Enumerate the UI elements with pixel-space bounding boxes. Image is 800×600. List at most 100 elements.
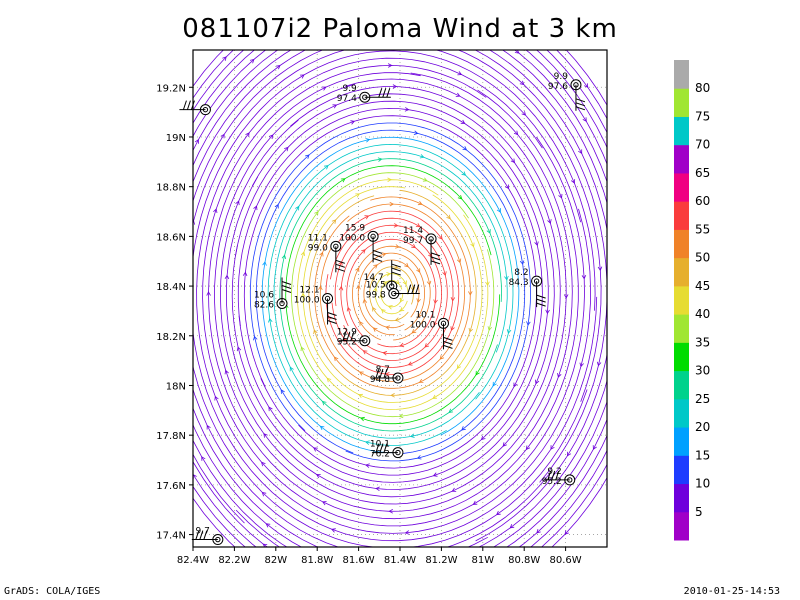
station-speed-label: 14.7 [364, 273, 384, 283]
station-speed-label: 10.1 [370, 440, 390, 450]
streamline-arrow [640, 324, 644, 328]
streamline-arrow [402, 280, 407, 286]
streamline-arrow [389, 201, 395, 207]
streamline-arrow [321, 86, 327, 91]
x-tick-label: 82W [264, 555, 287, 566]
colorbar-label: 60 [695, 194, 710, 208]
station-marker: 8.284.3 [509, 268, 546, 308]
streamline-arrow [275, 64, 281, 70]
streamline-arrow [350, 120, 356, 125]
streamline-arrow [356, 284, 361, 290]
streamline-arrow [614, 242, 618, 246]
y-tick-label: 18.2N [156, 332, 186, 343]
colorbar-label: 55 [695, 222, 710, 236]
wind-barb-flag [443, 344, 453, 349]
streamline-arrow [496, 208, 501, 213]
streamline [302, 186, 483, 403]
streamline-arrow [358, 393, 363, 399]
station-pressure-label: 76.2 [370, 450, 390, 460]
streamline-arrow [563, 294, 569, 299]
streamline-arrow [206, 291, 211, 296]
streamline-arrow [416, 298, 421, 304]
y-tick-label: 19.2N [156, 83, 186, 94]
streamline-arrow [584, 83, 589, 88]
streamline-arrow [361, 249, 366, 254]
streamline-arrow [331, 528, 336, 533]
streamline-arrow [319, 251, 324, 257]
streamline-arrow [519, 260, 525, 266]
station-marker: 10.682.6 [254, 277, 292, 310]
streamline [193, 50, 598, 542]
wind-barb-flag [536, 302, 546, 307]
wind-barb-flag [430, 256, 441, 261]
streamline-arrow [399, 307, 405, 312]
wind-barb-flag [411, 284, 416, 294]
streamline [380, 280, 404, 308]
streamline-arrow [299, 74, 305, 79]
streamline [231, 93, 555, 490]
streamline-arrow [507, 18, 511, 22]
streamline-arrow [456, 364, 462, 370]
wind-barb-flag [372, 249, 383, 254]
streamline-arrow [487, 326, 493, 332]
streamline-arrow [455, 92, 461, 97]
streamline-arrow [371, 43, 375, 47]
streamline-arrow [446, 214, 451, 220]
streamline-arrow [418, 378, 424, 383]
streamline-arrow [347, 576, 351, 580]
colorbar-label: 75 [695, 109, 710, 123]
streamline-arrow [382, 281, 388, 286]
colorbar-swatch [674, 398, 689, 428]
streamline [193, 50, 607, 547]
station-speed-label: 9.9 [554, 72, 569, 82]
streamline-arrow [447, 44, 451, 48]
footer-credit: GrADS: COLA/IGES [4, 586, 101, 597]
plot-title: 081107i2 Paloma Wind at 3 km [182, 14, 618, 44]
station-pressure-label: 84.3 [509, 278, 529, 288]
streamline-arrow [545, 309, 550, 315]
streamline-arrow [564, 530, 569, 535]
streamline [319, 203, 465, 382]
station-speed-label: 10.1 [415, 310, 435, 320]
colorbar-label: 35 [695, 335, 710, 349]
streamline [369, 266, 414, 322]
wind-barb-flag [372, 253, 383, 258]
streamline-arrow [399, 342, 405, 348]
streamline-arrow [472, 500, 478, 505]
station-pressure-label: 97.6 [548, 82, 568, 92]
streamline [340, 231, 443, 355]
colorbar-swatch [674, 314, 689, 343]
streamline-arrow [160, 364, 164, 368]
colorbar-label: 15 [695, 448, 710, 462]
x-tick-label: 81.4W [384, 555, 416, 566]
x-tick-label: 81.6W [343, 555, 375, 566]
colorbar-swatch [674, 172, 689, 202]
streamline-arrow [392, 84, 398, 89]
streamline [219, 78, 567, 505]
station-speed-label: 11.1 [308, 233, 328, 243]
wind-barb-flag [199, 530, 204, 540]
wind-barb-flag [281, 288, 292, 293]
wind-barb-flag [430, 252, 441, 257]
y-tick-label: 18.6N [156, 232, 186, 243]
x-tick-label: 81.8W [301, 555, 333, 566]
streamline-arrow [214, 395, 219, 401]
streamline-arrow [313, 447, 318, 452]
colorbar-swatch [674, 455, 689, 485]
station-pressure-label: 99.8 [366, 291, 386, 301]
streamline-arrow [194, 138, 199, 144]
wind-barb-flag [281, 280, 292, 285]
streamline [374, 273, 409, 315]
colorbar-label: 5 [695, 505, 703, 519]
streamline-arrow [263, 433, 268, 438]
streamline-arrow [619, 435, 623, 439]
y-tick-label: 17.8N [156, 431, 186, 442]
station-marker: 10.176.2 [370, 440, 404, 460]
colorbar-label: 65 [695, 166, 710, 180]
station-marker: 8.794.8 [370, 365, 404, 385]
wind-barb-flag [186, 100, 191, 110]
streamline [273, 151, 508, 439]
station-speed-label: 9.2 [547, 467, 561, 477]
streamline-arrow [409, 433, 415, 438]
